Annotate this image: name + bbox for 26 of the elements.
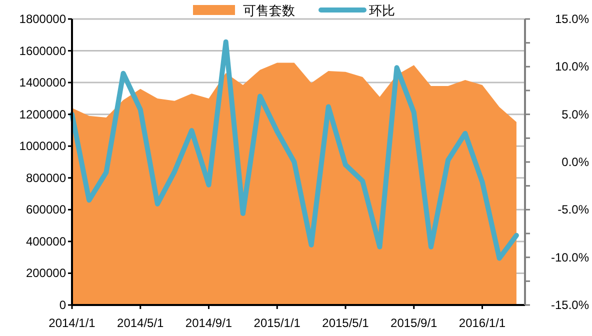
x-tick-label: 2015/1/1 <box>254 316 301 330</box>
y-tick-label: 1000000 <box>19 139 66 154</box>
y-tick-label: 1400000 <box>19 76 66 90</box>
y-tick-label: 800000 <box>26 170 66 185</box>
y-tick-label: 0 <box>59 298 66 312</box>
y-tick-label: 400000 <box>26 234 66 248</box>
y2-tick-label: -10.0% <box>550 250 590 264</box>
x-tick-label: 2015/9/1 <box>390 316 438 330</box>
legend-label: 环比 <box>369 3 395 18</box>
y2-tick-label: 0.0% <box>562 155 590 169</box>
y-tick-label: 200000 <box>26 266 66 280</box>
x-tick-label: 2015/5/1 <box>322 316 370 330</box>
x-tick-label: 2014/9/1 <box>185 316 232 330</box>
y-tick-label: 1200000 <box>19 107 66 122</box>
x-tick-label: 2014/5/1 <box>117 316 164 330</box>
x-tick-label: 2016/1/1 <box>458 316 506 330</box>
y2-tick-label: 10.0% <box>554 60 590 74</box>
y-tick-label: 600000 <box>26 202 66 217</box>
y2-tick-label: 5.0% <box>562 107 590 122</box>
y2-tick-label: -5.0% <box>558 202 590 217</box>
legend-label: 可售套数 <box>243 3 295 18</box>
y2-tick-label: 15.0% <box>554 12 590 26</box>
y-tick-label: 1800000 <box>19 12 66 26</box>
y-tick-label: 1600000 <box>19 44 66 58</box>
y2-tick-label: -15.0% <box>550 298 590 312</box>
x-tick-label: 2014/1/1 <box>48 316 96 330</box>
